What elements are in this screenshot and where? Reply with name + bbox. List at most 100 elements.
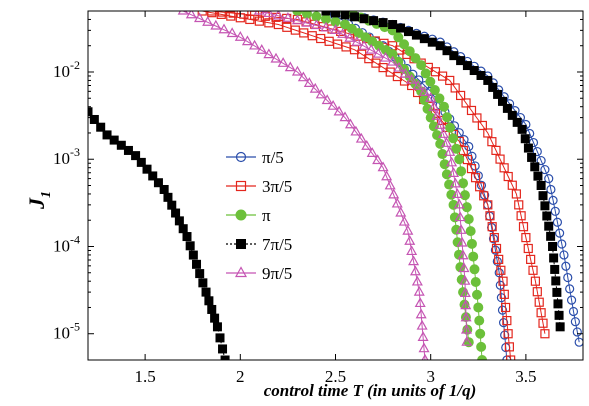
data-point: [263, 48, 275, 59]
data-point: [412, 79, 424, 90]
x-tick-label: 1.5: [134, 367, 155, 386]
data-point: [415, 308, 427, 319]
data-point: [188, 250, 198, 260]
data-point: [366, 147, 378, 157]
data-point: [249, 39, 261, 50]
data-point: [372, 47, 384, 58]
data-point: [178, 224, 188, 234]
data-point: [159, 184, 169, 194]
data-point: [236, 239, 246, 249]
legend-item-2: 3π/5: [226, 177, 292, 196]
data-point: [428, 101, 440, 111]
data-point: [109, 135, 119, 145]
data-point: [544, 221, 554, 231]
data-point: [425, 92, 437, 102]
data-point: [185, 241, 195, 251]
data-point: [446, 156, 458, 167]
data-point: [534, 297, 544, 307]
data-point: [123, 145, 133, 155]
data-point: [215, 333, 225, 343]
data-point: [344, 32, 356, 42]
data-point: [350, 125, 362, 136]
data-point: [521, 232, 531, 243]
data-point: [530, 162, 540, 172]
data-point: [218, 23, 230, 34]
y-tick-exponent: -4: [70, 232, 80, 246]
data-point: [498, 276, 508, 286]
data-point: [507, 180, 517, 190]
x-axis-title: control time T (in units of 1/q): [264, 381, 477, 400]
data-point: [89, 114, 99, 124]
data-point: [418, 342, 430, 353]
data-point: [550, 264, 560, 274]
data-point: [470, 277, 481, 288]
data-point: [355, 132, 367, 143]
data-point: [516, 211, 526, 221]
data-point: [148, 171, 158, 181]
data-point: [498, 318, 509, 328]
data-point: [396, 23, 406, 33]
data-point: [479, 191, 489, 201]
data-point: [365, 43, 377, 54]
data-point: [542, 211, 552, 221]
x-tick-label: 3: [426, 367, 435, 386]
data-point: [427, 37, 437, 47]
data-point: [459, 134, 469, 145]
data-point: [320, 21, 332, 32]
data-point: [557, 239, 567, 249]
series-4: [88, 11, 565, 360]
data-point: [131, 151, 141, 161]
data-point: [254, 16, 264, 26]
data-point: [572, 327, 582, 337]
data-point: [456, 90, 466, 101]
data-point: [551, 276, 561, 286]
data-point: [417, 331, 429, 341]
data-point: [469, 66, 479, 76]
data-point: [554, 310, 564, 320]
data-point: [388, 188, 400, 199]
series-line: [211, 11, 546, 334]
data-point: [291, 65, 303, 76]
data-point: [403, 27, 413, 37]
data-point: [540, 201, 550, 211]
legend-item-1: π/5: [226, 148, 284, 167]
data-point: [496, 265, 506, 275]
data-point: [474, 315, 485, 326]
data-point: [559, 250, 569, 260]
data-point: [475, 182, 485, 192]
data-point: [177, 11, 189, 15]
data-point: [372, 154, 384, 165]
data-point: [453, 198, 465, 209]
data-point: [408, 255, 420, 266]
data-point: [520, 134, 530, 144]
data-point: [514, 200, 524, 210]
data-point: [171, 208, 181, 218]
data-point: [398, 215, 410, 226]
series-5: [177, 11, 473, 360]
data-point: [570, 317, 580, 327]
data-point: [282, 12, 294, 22]
data-point: [563, 272, 573, 283]
data-point: [419, 34, 429, 44]
data-point: [553, 299, 563, 309]
data-point: [327, 99, 339, 110]
data-point: [536, 181, 546, 190]
data-point: [329, 24, 342, 34]
data-point: [116, 140, 126, 150]
data-point: [503, 329, 513, 339]
data-point: [454, 154, 465, 165]
data-point: [404, 235, 416, 245]
data-point: [234, 266, 248, 278]
data-point: [439, 101, 450, 112]
data-point: [449, 51, 459, 61]
data-point: [297, 71, 309, 82]
data-point: [359, 14, 369, 24]
data-point: [333, 105, 345, 116]
y-tick-label: 10-2: [53, 58, 80, 81]
y-tick-exponent: -3: [70, 145, 80, 159]
data-point: [337, 28, 349, 38]
legend-label: 3π/5: [262, 177, 292, 196]
data-point: [504, 342, 514, 352]
data-point: [495, 154, 505, 164]
data-point: [473, 302, 484, 313]
